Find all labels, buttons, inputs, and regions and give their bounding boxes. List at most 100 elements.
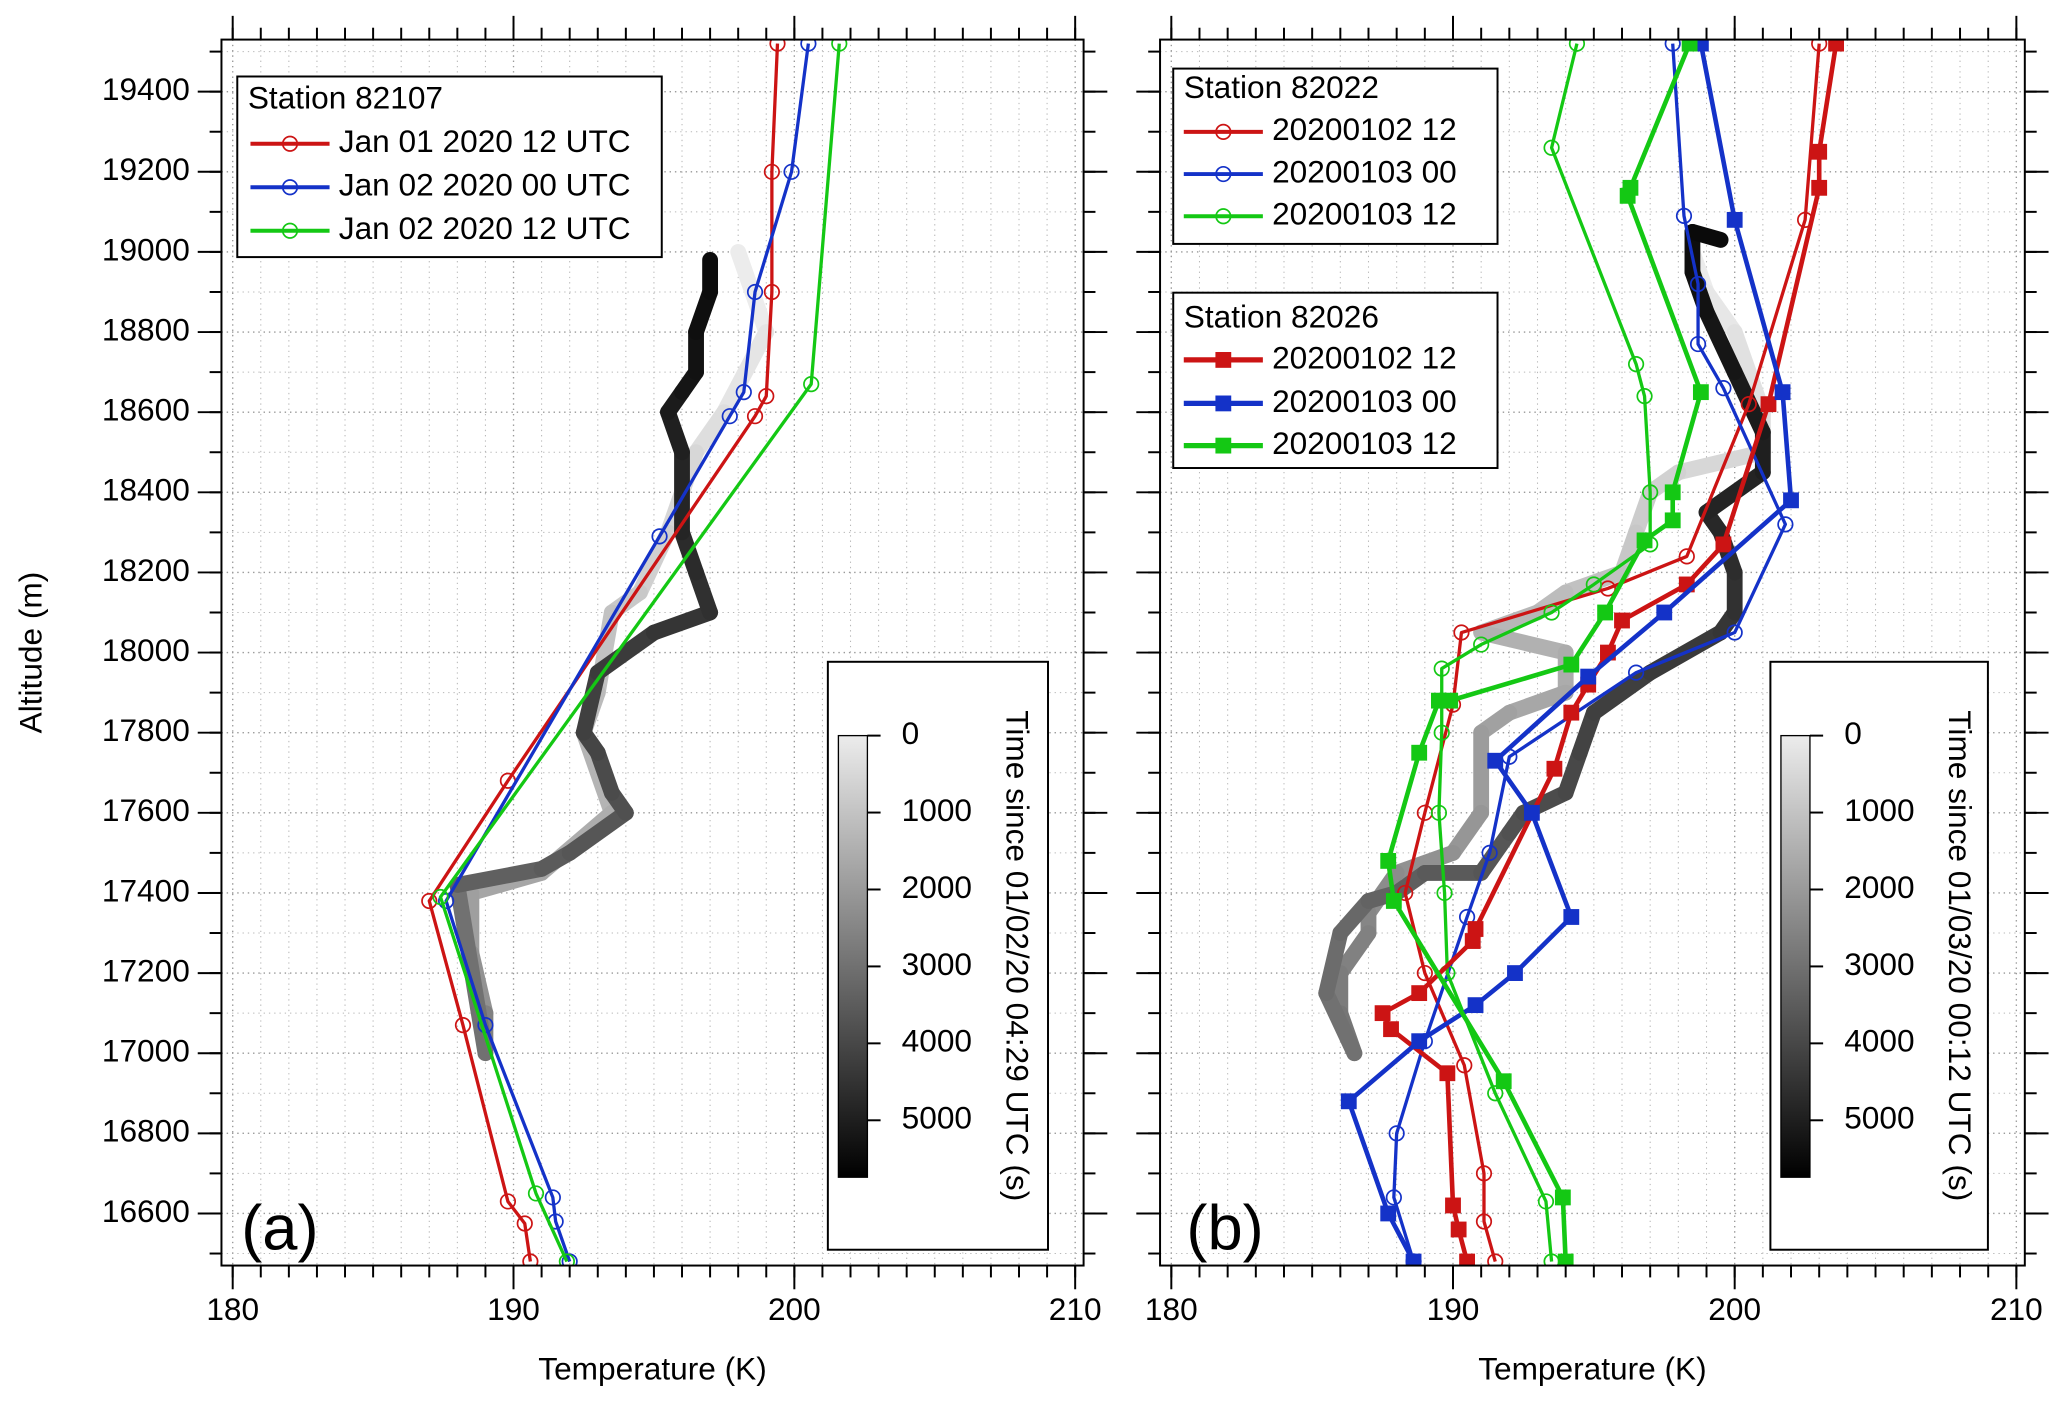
marker (1563, 656, 1580, 673)
balloon-trace (1684, 223, 1729, 248)
legend-label: 20200103 12 (1272, 196, 1457, 232)
x-axis-label: Temperature (K) (538, 1350, 766, 1386)
colorbar-tick-label: 0 (902, 715, 920, 751)
marker (516, 1215, 533, 1232)
x-tick-label: 190 (487, 1291, 540, 1327)
marker (1689, 335, 1707, 353)
colorbar-tick-label: 1000 (1844, 792, 1914, 828)
marker (1664, 39, 1681, 52)
marker (1726, 211, 1743, 228)
x-tick-label: 210 (1990, 1291, 2043, 1327)
marker (421, 892, 438, 910)
legend-label: 20200103 00 (1272, 153, 1457, 189)
marker (1774, 384, 1791, 401)
legend-marker (281, 222, 299, 239)
marker (1681, 39, 1698, 52)
marker (1416, 964, 1433, 982)
marker (1554, 1189, 1571, 1206)
marker (1453, 624, 1470, 641)
y-tick-label: 18600 (102, 392, 190, 428)
marker (1715, 536, 1732, 553)
marker (1546, 760, 1563, 777)
marker (1811, 179, 1828, 196)
marker (1580, 668, 1597, 685)
marker (758, 388, 775, 405)
marker (1689, 275, 1707, 293)
legend-label: Jan 02 2020 12 UTC (339, 210, 631, 246)
legend-marker (1215, 165, 1232, 183)
marker (1828, 39, 1844, 52)
marker (746, 408, 764, 425)
marker (1456, 1057, 1473, 1074)
x-tick-label: 200 (1708, 1291, 1761, 1327)
colorbar-tick-label: 5000 (902, 1100, 972, 1136)
marker (1783, 492, 1799, 509)
x-tick-label: 210 (1049, 1291, 1102, 1327)
marker (1760, 396, 1777, 413)
y-tick-label: 18200 (102, 552, 190, 588)
marker (1433, 724, 1450, 741)
marker (735, 384, 752, 401)
balloon-trace (688, 404, 733, 461)
marker (1459, 1253, 1475, 1266)
balloon-trace (1726, 324, 1771, 421)
marker (1475, 1213, 1493, 1230)
marker (721, 408, 738, 425)
marker (1464, 933, 1481, 949)
marker (1383, 1021, 1399, 1038)
colorbar-tick-label: 0 (1844, 715, 1862, 751)
legend-label: 20200102 12 (1272, 111, 1457, 147)
x-tick-label: 180 (206, 1291, 259, 1327)
balloon-trace (1698, 284, 1743, 340)
legend-label: Jan 02 2020 00 UTC (339, 167, 631, 203)
marker (544, 1189, 561, 1206)
marker (1450, 1221, 1467, 1238)
y-tick-label: 18000 (102, 632, 190, 668)
marker (1411, 744, 1428, 761)
marker (803, 376, 820, 393)
legend-box (236, 75, 663, 259)
marker (1614, 612, 1630, 629)
colorbar-tick-label: 3000 (902, 946, 972, 982)
marker (1678, 548, 1695, 565)
y-tick-label: 17400 (102, 872, 190, 908)
marker (783, 163, 800, 180)
y-tick-label: 17600 (102, 792, 190, 828)
legend-marker (1215, 352, 1232, 368)
marker (1431, 692, 1447, 709)
profile-line (1392, 43, 1788, 1263)
marker (1388, 1125, 1405, 1142)
y-tick-label: 17800 (102, 712, 190, 748)
marker (1458, 908, 1476, 926)
marker (1507, 965, 1523, 981)
marker (1740, 396, 1757, 413)
x-tick-label: 200 (768, 1291, 821, 1327)
balloon-trace (1318, 925, 1349, 1002)
y-tick-label: 16600 (102, 1193, 190, 1229)
balloon-trace (561, 804, 634, 861)
balloon-trace (646, 604, 719, 641)
marker (746, 283, 764, 301)
marker (1430, 804, 1448, 821)
legend-marker (1215, 123, 1232, 140)
marker (1627, 355, 1645, 373)
legend-title: Station 82026 (1184, 298, 1379, 334)
marker (769, 39, 786, 52)
balloon-trace (1445, 804, 1490, 861)
y-tick-label: 18800 (102, 311, 190, 347)
marker (651, 528, 668, 545)
marker (1445, 1197, 1461, 1214)
marker (1473, 636, 1490, 653)
marker (1439, 1065, 1456, 1082)
marker (1656, 604, 1673, 621)
legend-marker (281, 135, 299, 152)
marker (1664, 484, 1681, 501)
balloon-trace (1332, 925, 1377, 981)
x-tick-label: 180 (1145, 1291, 1198, 1327)
y-tick-label: 19200 (102, 151, 190, 187)
colorbar-tick-label: 4000 (1844, 1023, 1914, 1059)
x-tick-label: 190 (1427, 1291, 1480, 1327)
marker (1557, 1253, 1574, 1266)
y-tick-label: 17200 (102, 952, 190, 988)
colorbar-label: Time since 01/03/20 00:12 UTC (s) (1942, 710, 1978, 1201)
